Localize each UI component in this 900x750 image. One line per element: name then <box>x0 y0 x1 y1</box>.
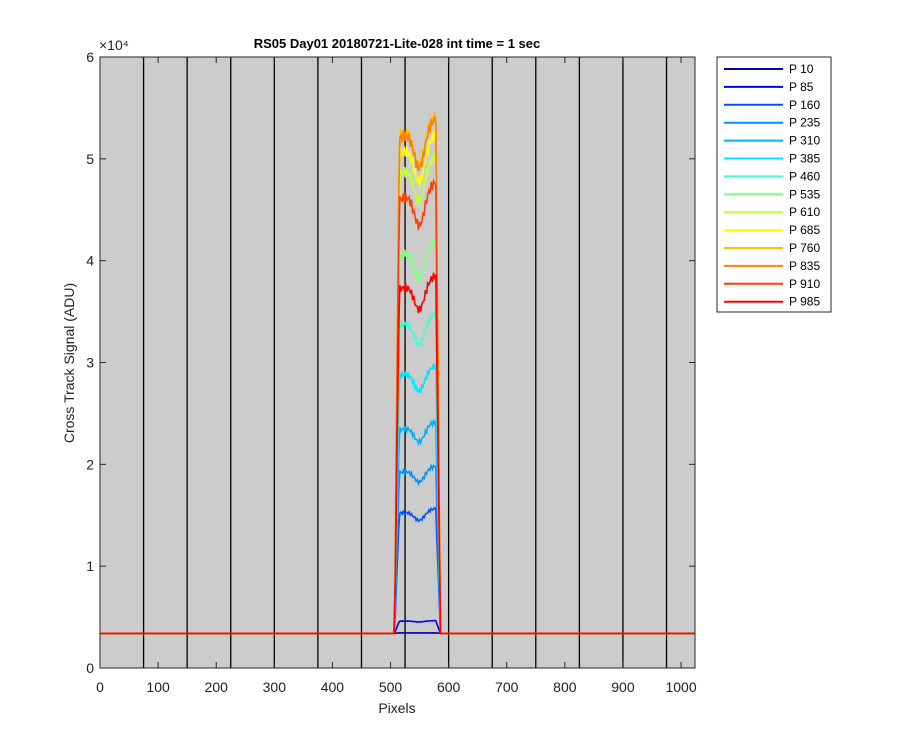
y-axis-ticks: 0 1 2 3 4 5 6 <box>86 49 695 676</box>
x-tick-label-7: 700 <box>495 679 519 695</box>
y-tick-label-2: 2 <box>86 456 94 472</box>
y-tick-label-6: 6 <box>86 49 94 65</box>
x-tick-label-3: 300 <box>263 679 287 695</box>
y-tick-label-4: 4 <box>86 253 94 269</box>
legend-label-1: P 85 <box>789 80 814 94</box>
legend-label-4: P 310 <box>789 134 820 148</box>
legend-label-6: P 460 <box>789 169 820 183</box>
legend-box <box>716 56 832 313</box>
x-tick-label-5: 500 <box>379 679 403 695</box>
legend-label-13: P 985 <box>789 295 820 309</box>
legend-label-3: P 235 <box>789 116 820 130</box>
legend-label-9: P 685 <box>789 223 820 237</box>
x-tick-label-6: 600 <box>437 679 461 695</box>
series-line-13 <box>100 272 695 635</box>
y-axis-label: Cross Track Signal (ADU) <box>61 283 77 443</box>
vertical-lines <box>142 57 668 668</box>
legend: P 10 P 85 P 160 P 235 P 310 P 385 P 460 P 535 P … <box>716 56 832 313</box>
legend-label-12: P 910 <box>789 277 820 291</box>
x-axis-ticks: 0 100 200 300 400 500 600 700 800 900 1000 <box>96 57 697 695</box>
x-tick-label-0: 0 <box>96 679 104 695</box>
x-tick-label-1: 100 <box>146 679 170 695</box>
legend-label-10: P 760 <box>789 241 820 255</box>
legend-label-0: P 10 <box>789 62 814 76</box>
legend-label-11: P 835 <box>789 259 820 273</box>
y-exponent-label: ×10⁴ <box>99 37 129 53</box>
y-tick-label-1: 1 <box>86 558 94 574</box>
x-tick-label-8: 800 <box>553 679 577 695</box>
y-tick-label-0: 0 <box>86 660 94 676</box>
legend-label-8: P 610 <box>789 205 820 219</box>
x-axis-label: Pixels <box>378 700 415 716</box>
x-tick-label-9: 900 <box>611 679 635 695</box>
x-tick-label-4: 400 <box>321 679 345 695</box>
x-tick-label-2: 200 <box>205 679 229 695</box>
x-tick-label-10: 1000 <box>665 679 696 695</box>
legend-label-2: P 160 <box>789 98 820 112</box>
y-tick-label-5: 5 <box>86 151 94 167</box>
legend-label-7: P 535 <box>789 187 820 201</box>
y-tick-label-3: 3 <box>86 355 94 371</box>
legend-label-5: P 385 <box>789 152 820 166</box>
chart-title: RS05 Day01 20180721-Lite-028 int time = … <box>254 36 541 51</box>
series-layer <box>100 110 695 635</box>
